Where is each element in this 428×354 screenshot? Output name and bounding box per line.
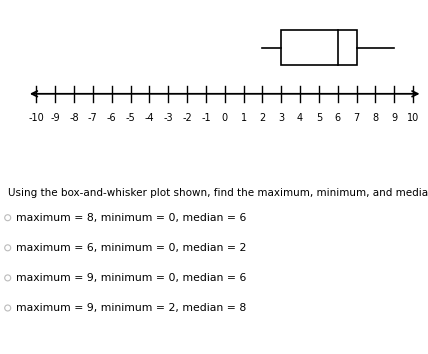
Text: -3: -3	[163, 113, 173, 123]
Text: -2: -2	[182, 113, 192, 123]
Text: 6: 6	[335, 113, 341, 123]
Text: -10: -10	[29, 113, 44, 123]
Text: Using the box-and-whisker plot shown, find the maximum, minimum, and median valu: Using the box-and-whisker plot shown, fi…	[8, 188, 428, 198]
Text: 0: 0	[222, 113, 228, 123]
Text: 1: 1	[241, 113, 247, 123]
Text: -1: -1	[201, 113, 211, 123]
Text: 5: 5	[316, 113, 322, 123]
Text: maximum = 6, minimum = 0, median = 2: maximum = 6, minimum = 0, median = 2	[16, 243, 247, 253]
Text: -7: -7	[88, 113, 98, 123]
Text: 7: 7	[354, 113, 360, 123]
Text: maximum = 8, minimum = 0, median = 6: maximum = 8, minimum = 0, median = 6	[16, 213, 247, 223]
Text: -6: -6	[107, 113, 116, 123]
Text: 2: 2	[259, 113, 265, 123]
Text: maximum = 9, minimum = 2, median = 8: maximum = 9, minimum = 2, median = 8	[16, 303, 247, 313]
Text: -4: -4	[145, 113, 154, 123]
Text: 4: 4	[297, 113, 303, 123]
Text: 8: 8	[372, 113, 378, 123]
Text: -9: -9	[51, 113, 60, 123]
Text: 3: 3	[278, 113, 284, 123]
Bar	[281, 30, 357, 65]
Text: maximum = 9, minimum = 0, median = 6: maximum = 9, minimum = 0, median = 6	[16, 273, 247, 283]
Text: 10: 10	[407, 113, 419, 123]
Text: -8: -8	[69, 113, 79, 123]
Text: -5: -5	[126, 113, 135, 123]
Text: 9: 9	[391, 113, 397, 123]
